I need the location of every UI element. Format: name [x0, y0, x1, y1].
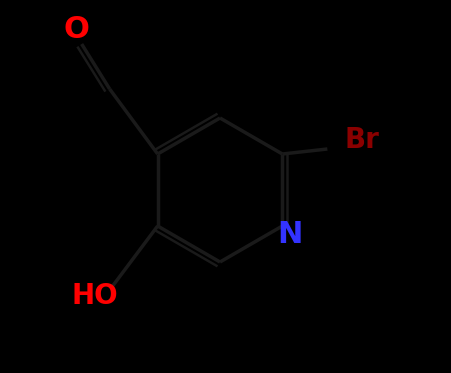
Text: Br: Br	[344, 126, 379, 154]
Text: O: O	[64, 15, 89, 44]
Text: HO: HO	[71, 282, 118, 310]
Text: N: N	[277, 219, 302, 248]
